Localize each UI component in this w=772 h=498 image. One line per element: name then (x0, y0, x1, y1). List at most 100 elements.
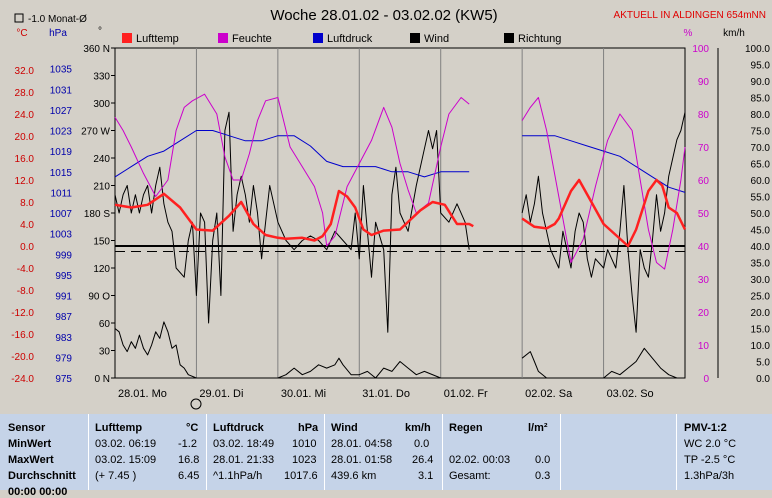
sensor-row-max: MaxWert (8, 454, 54, 466)
x-axis-tick: 02.02. Sa (525, 388, 573, 400)
wind-max-time: 28.01. 01:58 (331, 454, 393, 466)
wind-distance: 439.6 km (331, 470, 377, 482)
weather-chart: 32.0 28.0 24.0 20.0 16.0 12.0 8.0 4.0 0.0 -4.0 -8.… (11, 7, 771, 410)
temp-max-val: 16.8 (178, 454, 200, 466)
direction-axis-tick: 90 O (88, 292, 110, 303)
pressure-axis-tick: 1019 (50, 147, 73, 158)
speed-axis-tick: 10.0 (751, 341, 771, 352)
speed-axis-tick: 0.0 (756, 374, 770, 385)
speed-axis-tick: 30.0 (751, 275, 771, 286)
temp-axis-tick: 16.0 (15, 154, 35, 165)
speed-axis-tick: 5.0 (756, 358, 770, 369)
humidity-axis-tick: 80 (698, 110, 710, 121)
unit-humidity: % (684, 28, 693, 39)
rain-max-time: 02.02. 00:03 (449, 454, 511, 466)
legend-swatch (504, 33, 514, 43)
temp-axis-tick: 20.0 (15, 132, 35, 143)
wind-unit: km/h (405, 422, 431, 434)
pressure-axis-tick: 1015 (50, 168, 73, 179)
pressure-axis-tick: 1023 (50, 127, 73, 138)
pressure-max-val: 1023 (292, 454, 317, 466)
pressure-axis-tick: 1027 (50, 106, 73, 117)
temp-min-time: 03.02. 06:19 (95, 438, 157, 450)
temp-axis-tick: 4.0 (20, 220, 34, 231)
temp-axis-tick: -8.0 (17, 286, 35, 297)
direction-axis-tick: 0 N (94, 374, 110, 385)
pmv-header: PMV-1:2 (684, 422, 727, 434)
series-line-wind (114, 321, 685, 379)
pmv-wc: WC 2.0 °C (684, 438, 737, 450)
direction-axis-tick: 180 S (84, 209, 110, 220)
legend[interactable]: Lufttemp Feuchte Luftdruck Wind Richtung (122, 33, 561, 45)
direction-axis-tick: 240 (93, 154, 110, 165)
monat-legend: -1.0 Monat-Ø (14, 13, 87, 25)
humidity-axis-tick: 100 (692, 44, 709, 55)
series-line-temp (114, 178, 687, 248)
table-separator (88, 414, 89, 490)
temp-axis-tick: -24.0 (11, 374, 34, 385)
axes: 32.0 28.0 24.0 20.0 16.0 12.0 8.0 4.0 0.0 -4.0 -8.… (11, 44, 770, 400)
pressure-axis-tick: 1035 (50, 65, 73, 76)
legend-swatch (218, 33, 228, 43)
pressure-max-time: 28.01. 21:33 (213, 454, 275, 466)
summary-table (0, 414, 772, 490)
table-separator (676, 414, 677, 490)
speed-axis-tick: 20.0 (751, 308, 771, 319)
humidity-axis-tick: 0 (703, 374, 709, 385)
speed-axis-tick: 15.0 (751, 325, 771, 336)
speed-axis-tick: 85.0 (751, 94, 771, 105)
x-axis-tick: 29.01. Di (199, 388, 243, 400)
sensor-row-extra: 00:00 00:00 (8, 486, 68, 498)
temp-axis-tick: 32.0 (15, 66, 35, 77)
sensor-row-min: MinWert (8, 438, 52, 450)
speed-axis-tick: 35.0 (751, 259, 771, 270)
pressure-axis-tick: 1003 (50, 230, 73, 241)
direction-axis-tick: 300 (93, 99, 110, 110)
temp-avg-note: (+ 7.45 ) (95, 470, 137, 482)
direction-axis-tick: 330 (93, 72, 110, 83)
legend-label: Wind (424, 33, 449, 45)
pressure-header: Luftdruck (213, 422, 264, 434)
pressure-axis-tick: 1031 (50, 85, 73, 96)
unit-speed: km/h (723, 28, 745, 39)
speed-axis-tick: 60.0 (751, 176, 771, 187)
pressure-axis-tick: 975 (55, 374, 72, 385)
table-separator (324, 414, 325, 490)
x-axis-tick: 03.02. So (607, 388, 654, 400)
speed-axis-tick: 100.0 (745, 44, 770, 55)
pressure-avg-val: 1017.6 (284, 470, 318, 482)
rain-max-val: 0.0 (535, 454, 551, 466)
wind-min-val: 0.0 (414, 438, 430, 450)
legend-label: Luftdruck (327, 33, 373, 45)
legend-label: Richtung (518, 33, 561, 45)
pressure-axis-tick: 979 (55, 353, 72, 364)
rain-total-val: 0.3 (535, 470, 551, 482)
chart-title: Woche 28.01.02 - 03.02.02 (KW5) (270, 7, 497, 24)
direction-axis-tick: 30 (99, 347, 111, 358)
rain-header: Regen (449, 422, 483, 434)
pmv-trend: 1.3hPa/3h (684, 470, 735, 482)
temp-axis-tick: 0.0 (20, 242, 34, 253)
humidity-axis-tick: 30 (698, 275, 710, 286)
scroll-marker[interactable] (190, 398, 202, 410)
table-separator (442, 414, 443, 490)
table-separator (206, 414, 207, 490)
speed-axis-tick: 50.0 (751, 209, 771, 220)
direction-axis-tick: 360 N (83, 44, 110, 55)
pressure-min-val: 1010 (292, 438, 317, 450)
speed-axis-tick: 80.0 (751, 110, 771, 121)
series-line-humidity (114, 93, 686, 270)
temp-header: Lufttemp (95, 422, 143, 434)
corner-note: AKTUELL IN ALDINGEN 654mNN (614, 10, 766, 21)
speed-axis-tick: 70.0 (751, 143, 771, 154)
wind-header: Wind (331, 422, 358, 434)
direction-axis-tick: 270 W (81, 127, 110, 138)
speed-axis-tick: 95.0 (751, 61, 771, 72)
temp-max-time: 03.02. 15:09 (95, 454, 157, 466)
pressure-min-time: 03.02. 18:49 (213, 438, 275, 450)
temp-axis-tick: -16.0 (11, 330, 34, 341)
speed-axis-tick: 90.0 (751, 77, 771, 88)
speed-axis-tick: 25.0 (751, 292, 771, 303)
humidity-axis-tick: 40 (698, 242, 710, 253)
legend-label: Lufttemp (136, 33, 179, 45)
